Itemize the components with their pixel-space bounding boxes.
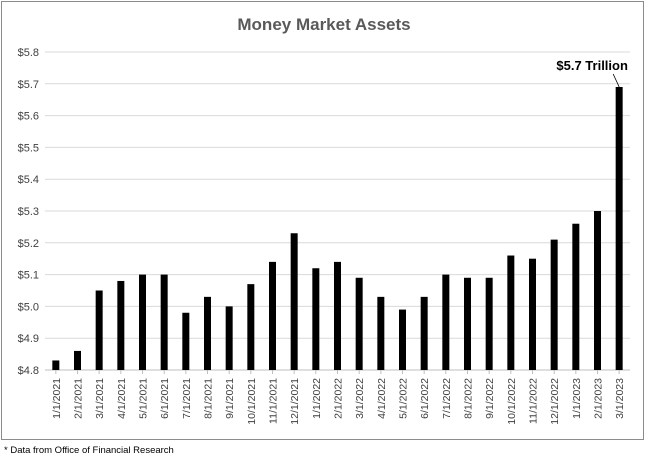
x-tick-label: 1/1/2022	[311, 378, 323, 419]
bar	[225, 306, 233, 370]
x-tick-label: 8/1/2021	[203, 378, 215, 419]
bar	[269, 261, 276, 370]
y-tick-label: $5.3	[18, 206, 39, 218]
bar	[485, 277, 493, 370]
x-tick-label: 7/1/2022	[441, 378, 453, 419]
x-tick-label: 12/1/2021	[289, 378, 301, 425]
bars	[52, 86, 623, 370]
x-tick-label: 3/1/2021	[94, 378, 106, 419]
bar	[355, 277, 363, 370]
bar	[95, 290, 103, 370]
x-tick-label: 3/1/2023	[614, 378, 626, 419]
bar	[117, 280, 125, 370]
money-market-chart: Money Market Assets $4.8 $4.9 $5.0 $5.1 $5.2…	[18, 15, 630, 425]
bar	[182, 312, 190, 370]
y-tick-label: $5.1	[18, 270, 39, 282]
x-tick-label: 6/1/2021	[159, 378, 171, 419]
bar	[442, 274, 450, 370]
x-tick-label: 5/1/2021	[138, 378, 150, 419]
x-tick-label: 6/1/2022	[419, 378, 431, 419]
bar	[312, 268, 320, 370]
x-tick-label: 11/1/2021	[268, 378, 280, 424]
bar	[204, 296, 211, 370]
x-tick-label: 1/1/2023	[571, 378, 583, 419]
bar	[334, 261, 341, 370]
y-tick-label: $4.8	[18, 365, 39, 377]
bar	[74, 350, 81, 370]
x-tick-label: 11/1/2022	[528, 378, 540, 424]
chart-title: Money Market Assets	[237, 15, 410, 34]
bar	[464, 277, 471, 370]
x-tick-label: 12/1/2022	[549, 378, 561, 425]
y-axis: $4.8 $4.9 $5.0 $5.1 $5.2 $5.3 $5.4 $5.5 $5.6 $5.7…	[18, 47, 39, 377]
bar	[399, 309, 406, 370]
x-tick-label: 2/1/2022	[333, 378, 345, 419]
bar	[420, 296, 428, 370]
bar	[529, 258, 536, 370]
x-tick-label: 4/1/2022	[376, 378, 388, 419]
bar	[52, 360, 60, 370]
bar	[139, 274, 146, 370]
bar	[615, 86, 623, 370]
bar	[594, 211, 601, 370]
x-tick-label: 4/1/2021	[116, 378, 128, 419]
x-tick-label: 1/1/2021	[51, 378, 63, 419]
bar	[507, 255, 515, 370]
x-axis: 1/1/2021 2/1/2021 3/1/2021 4/1/2021 5/1/2021…	[51, 370, 626, 425]
bar	[572, 223, 580, 370]
y-tick-label: $5.7	[18, 79, 39, 91]
annotation-leader-line	[612, 73, 620, 88]
y-tick-label: $5.0	[18, 301, 39, 313]
y-tick-label: $5.6	[18, 111, 39, 123]
bar	[550, 239, 558, 370]
y-tick-label: $5.2	[18, 238, 39, 250]
bar	[160, 274, 168, 370]
bar	[247, 284, 255, 370]
x-tick-label: 2/1/2021	[73, 378, 85, 419]
y-tick-label: $5.8	[18, 47, 39, 59]
x-tick-label: 9/1/2022	[484, 378, 496, 419]
x-tick-label: 2/1/2023	[593, 378, 605, 419]
chart-frame	[1, 1, 644, 440]
y-tick-label: $4.9	[18, 333, 39, 345]
x-tick-label: 10/1/2021	[246, 378, 258, 425]
y-tick-label: $5.5	[18, 142, 39, 154]
x-tick-label: 8/1/2022	[463, 378, 475, 419]
x-tick-label: 3/1/2022	[354, 378, 366, 419]
x-tick-label: 9/1/2021	[224, 378, 236, 419]
x-tick-label: 5/1/2022	[398, 378, 410, 419]
x-tick-label: 7/1/2021	[181, 378, 193, 419]
x-tick-label: 10/1/2022	[506, 378, 518, 425]
footnote: * Data from Office of Financial Research	[4, 445, 174, 456]
bar	[290, 233, 298, 370]
bar	[377, 296, 385, 370]
y-tick-label: $5.4	[18, 174, 39, 186]
peak-annotation: $5.7 Trillion	[556, 58, 628, 73]
